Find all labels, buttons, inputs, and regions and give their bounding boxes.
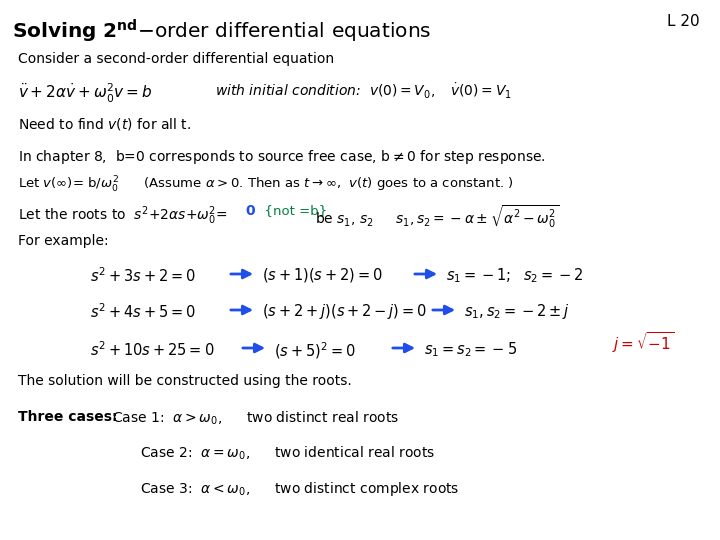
Text: $\ddot{v}+2\alpha\dot{v}+\omega_0^2 v=b$: $\ddot{v}+2\alpha\dot{v}+\omega_0^2 v=b$ xyxy=(18,82,153,105)
Text: $j=\sqrt{-1}$: $j=\sqrt{-1}$ xyxy=(612,330,675,355)
Text: $(s+2+j)(s+2-j)=0$: $(s+2+j)(s+2-j)=0$ xyxy=(262,302,427,321)
Text: For example:: For example: xyxy=(18,234,109,248)
Text: Three cases:: Three cases: xyxy=(18,410,117,424)
Text: with initial condition:  $v(0)=V_0,$   $\dot{v}(0)=V_1$: with initial condition: $v(0)=V_0,$ $\do… xyxy=(215,82,512,101)
Text: In chapter 8,  b=0 corresponds to source free case, b$\neq$0 for step response.: In chapter 8, b=0 corresponds to source … xyxy=(18,148,546,166)
Text: $s^2+4s+5=0$: $s^2+4s+5=0$ xyxy=(90,302,196,321)
Text: $(s+5)^2=0$: $(s+5)^2=0$ xyxy=(274,340,356,361)
Text: $(s+1)(s+2)=0$: $(s+1)(s+2)=0$ xyxy=(262,266,383,284)
Text: Need to find $v(t)$ for all t.: Need to find $v(t)$ for all t. xyxy=(18,116,191,132)
Text: $s_1=s_2=-5$: $s_1=s_2=-5$ xyxy=(424,340,517,359)
Text: Let the roots to  $s^2$+2$\alpha s$+$\omega_0^2$=: Let the roots to $s^2$+2$\alpha s$+$\ome… xyxy=(18,204,228,227)
Text: Case 1:  $\alpha > \omega_0,$     two distinct real roots: Case 1: $\alpha > \omega_0,$ two distinc… xyxy=(112,410,399,427)
Text: $s_1=-1;\ \ s_2=-2$: $s_1=-1;\ \ s_2=-2$ xyxy=(446,266,583,285)
Text: $\mathbf{Solving\ 2^{nd}\mathrm{-order\ differential\ equations}}$: $\mathbf{Solving\ 2^{nd}\mathrm{-order\ … xyxy=(12,18,431,45)
Text: $s_1,s_2=-2\pm j$: $s_1,s_2=-2\pm j$ xyxy=(464,302,570,321)
Text: $s^2+3s+2=0$: $s^2+3s+2=0$ xyxy=(90,266,196,285)
Text: $s^2+10s+25=0$: $s^2+10s+25=0$ xyxy=(90,340,215,359)
Text: Consider a second-order differential equation: Consider a second-order differential equ… xyxy=(18,52,334,66)
Text: The solution will be constructed using the roots.: The solution will be constructed using t… xyxy=(18,374,352,388)
Text: be $s_1$, $s_2$     $s_1,s_2=-\alpha\pm\sqrt{\alpha^2-\omega_0^2}$: be $s_1$, $s_2$ $s_1,s_2=-\alpha\pm\sqrt… xyxy=(315,204,559,230)
Text: L 20: L 20 xyxy=(667,14,700,29)
Text: Let $v(\infty)$= b/$\omega_0^2$      (Assume $\alpha > 0$. Then as $t \rightarro: Let $v(\infty)$= b/$\omega_0^2$ (Assume … xyxy=(18,175,514,195)
Text: Case 3:  $\alpha < \omega_0,$     two distinct complex roots: Case 3: $\alpha < \omega_0,$ two distinc… xyxy=(140,480,459,498)
Text: Case 2:  $\alpha = \omega_0,$     two identical real roots: Case 2: $\alpha = \omega_0,$ two identic… xyxy=(140,445,435,462)
Text: {not =b}: {not =b} xyxy=(256,204,327,217)
Text: 0: 0 xyxy=(245,204,255,218)
